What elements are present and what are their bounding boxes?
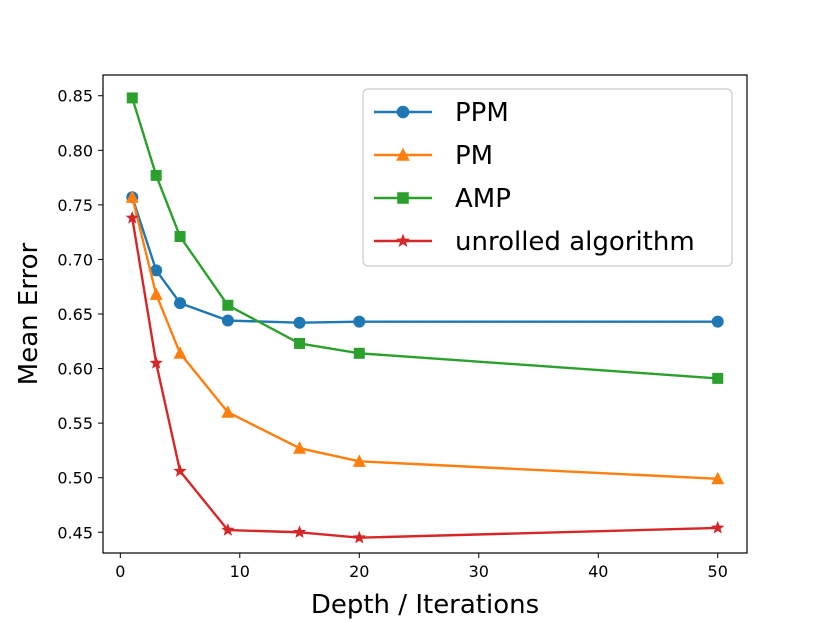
- legend-marker-unrolled-algorithm: [396, 233, 410, 247]
- legend-marker-pm: [396, 147, 410, 161]
- x-axis-title: Depth / Iterations: [311, 590, 539, 620]
- y-tick-label: 0.60: [57, 360, 93, 379]
- y-tick-label: 0.55: [57, 414, 93, 433]
- data-point-pm: [221, 405, 235, 418]
- data-point-pm: [352, 454, 366, 467]
- data-point-unrolled-algorithm: [352, 530, 366, 544]
- x-tick-label: 40: [588, 562, 608, 581]
- data-point-ppm: [711, 315, 724, 328]
- data-point-unrolled-algorithm: [149, 356, 163, 369]
- x-tick-label: 50: [708, 562, 728, 581]
- data-point-amp: [294, 337, 306, 349]
- data-point-amp: [126, 92, 138, 104]
- legend-label-amp: AMP: [455, 184, 511, 214]
- data-point-amp: [150, 169, 162, 181]
- data-point-ppm: [353, 315, 366, 328]
- y-tick-label: 0.70: [57, 250, 93, 269]
- y-tick-label: 0.80: [57, 141, 93, 160]
- x-tick-label: 20: [349, 562, 369, 581]
- data-point-unrolled-algorithm: [221, 523, 235, 536]
- y-tick-label: 0.75: [57, 196, 93, 215]
- x-tick-label: 30: [469, 562, 489, 581]
- legend-marker-amp: [397, 192, 409, 204]
- data-point-unrolled-algorithm: [711, 520, 725, 534]
- legend: PPM PM AMP unrolled algorithm: [362, 88, 733, 267]
- x-axis-ticks: 0 10 20 30 40 50: [115, 553, 728, 581]
- x-tick-label: 10: [230, 562, 250, 581]
- y-axis-title: Mean Error: [14, 242, 44, 385]
- y-tick-label: 0.45: [57, 523, 93, 542]
- legend-label-ppm: PPM: [455, 98, 509, 128]
- data-point-ppm: [174, 297, 187, 310]
- y-tick-label: 0.65: [57, 305, 93, 324]
- y-tick-label: 0.85: [57, 87, 93, 106]
- legend-marker-ppm: [396, 105, 410, 119]
- y-tick-label: 0.50: [57, 469, 93, 488]
- data-point-amp: [353, 347, 365, 359]
- legend-box: [362, 88, 733, 267]
- x-tick-label: 0: [115, 562, 125, 581]
- series-layer: [125, 92, 725, 544]
- data-point-pm: [293, 441, 307, 454]
- y-axis-ticks: 0.45 0.50 0.55 0.60 0.65 0.70 0.75 0.80 0.85: [57, 87, 103, 542]
- legend-label-pm: PM: [455, 141, 493, 171]
- data-point-amp: [712, 372, 724, 384]
- data-point-amp: [222, 299, 234, 311]
- data-point-ppm: [221, 314, 234, 327]
- data-point-unrolled-algorithm: [125, 210, 139, 224]
- data-point-ppm: [293, 316, 306, 329]
- data-point-pm: [125, 190, 139, 203]
- data-point-pm: [173, 346, 187, 359]
- data-point-pm: [711, 471, 725, 485]
- data-point-unrolled-algorithm: [173, 464, 187, 477]
- data-point-ppm: [150, 264, 163, 277]
- data-point-amp: [174, 231, 186, 243]
- data-point-pm: [149, 287, 163, 300]
- legend-label-unrolled-algorithm: unrolled algorithm: [455, 227, 695, 257]
- data-point-unrolled-algorithm: [292, 525, 307, 538]
